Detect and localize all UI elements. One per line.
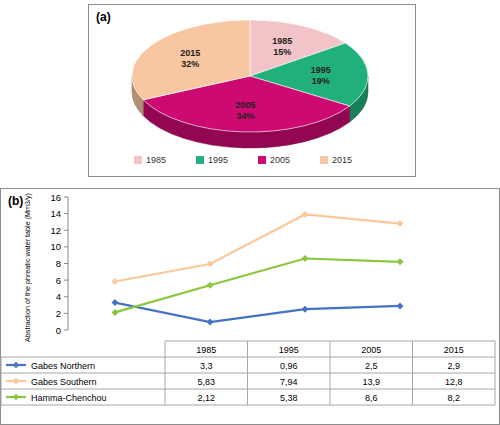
slice-label-category: 2005 [236, 100, 256, 110]
table-value: 2,12 [197, 393, 215, 403]
slice-label-category: 1985 [272, 36, 292, 46]
table-value: 5,83 [197, 377, 215, 387]
y-tick [64, 197, 68, 198]
table-value: 7,94 [280, 377, 298, 387]
panel-frame [1, 189, 500, 425]
slice-label-value: 19% [312, 76, 330, 86]
panel-title: (a) [96, 10, 111, 24]
series-marker [112, 309, 119, 316]
y-tick-label: 4 [56, 291, 61, 302]
y-tick-label: 8 [56, 258, 61, 269]
legend-label: 1995 [208, 155, 228, 165]
legend-label: Hamma-Chenchou [31, 393, 107, 403]
y-axis-label: Abstraction of the phreatic water table … [23, 193, 32, 342]
data-table: 1985 1995 2005 2015 Gabes Northern 3,3 0,96 2,5… [1, 341, 495, 405]
legend-label: 2005 [270, 155, 290, 165]
y-tick-label: 14 [50, 208, 61, 219]
table-border [165, 341, 166, 405]
pie-slice [132, 20, 250, 100]
y-tick [64, 296, 68, 297]
legend-label: Gabes Northern [31, 361, 95, 371]
slice-label-value: 34% [237, 111, 255, 121]
y-tick-label: 0 [56, 325, 61, 336]
legend-label: Gabes Southern [31, 377, 97, 387]
slice-label-category: 2015 [180, 48, 200, 58]
series-marker [112, 299, 119, 306]
y-tick-label: 2 [56, 308, 61, 319]
table-value: 2,9 [447, 361, 460, 371]
table-value: 8,2 [447, 393, 460, 403]
y-tick-label: 10 [50, 241, 61, 252]
y-tick [64, 246, 68, 247]
slice-label-value: 32% [181, 59, 199, 69]
y-tick-label: 16 [50, 192, 61, 203]
table-value: 3,3 [200, 361, 213, 371]
table-border [495, 341, 496, 405]
table-value: 2,5 [365, 361, 378, 371]
y-tick [64, 263, 68, 264]
y-tick [64, 313, 68, 314]
panel-title: (b) [8, 194, 23, 208]
slice-label: 198515% [272, 36, 292, 57]
x-tick-label: 1995 [279, 345, 299, 355]
y-tick [64, 330, 68, 331]
y-tick-label: 6 [56, 275, 61, 286]
series-marker [112, 278, 119, 285]
legend-label: 1985 [146, 155, 166, 165]
pie-slices [132, 20, 368, 132]
series-marker [207, 319, 214, 326]
table-value: 0,96 [280, 361, 298, 371]
series-marker [302, 211, 309, 218]
table-value: 12,8 [445, 377, 463, 387]
slice-label-value: 15% [273, 47, 291, 57]
panel-frame [89, 5, 416, 177]
series-marker [397, 302, 404, 309]
series-line [115, 303, 400, 322]
table-border [1, 357, 2, 405]
y-tick [64, 230, 68, 231]
series-marker [397, 258, 404, 265]
y-tick [64, 213, 68, 214]
slice-label: 199519% [311, 65, 331, 86]
legend-key [13, 394, 19, 400]
series-marker [207, 282, 214, 289]
table-border [412, 341, 413, 405]
series-marker [302, 306, 309, 313]
table-value: 13,9 [362, 377, 380, 387]
slice-label: 200534% [236, 100, 256, 121]
legend-label: 2015 [332, 155, 352, 165]
slice-label: 201532% [180, 48, 200, 69]
series-line [115, 259, 400, 313]
legend-swatch [134, 156, 142, 164]
legend: 1985 1995 2005 2015 [134, 155, 352, 165]
legend-swatch [258, 156, 266, 164]
legend-swatch [196, 156, 204, 164]
series-marker [397, 220, 404, 227]
slice-label-category: 1995 [311, 65, 331, 75]
y-tick [64, 280, 68, 281]
legend-key [13, 378, 19, 384]
legend-key [13, 362, 19, 368]
y-tick-label: 12 [50, 225, 61, 236]
table-value: 5,38 [280, 393, 298, 403]
table-border [247, 341, 248, 405]
series-marker [207, 260, 214, 267]
series-marker [302, 255, 309, 262]
x-tick-label: 1985 [196, 345, 216, 355]
x-tick-label: 2005 [361, 345, 381, 355]
table-value: 8,6 [365, 393, 378, 403]
legend-swatch [320, 156, 328, 164]
table-border [330, 341, 331, 405]
plot-area [112, 211, 404, 326]
figure: (a)198515%199519%200534%201532%198519952… [0, 0, 500, 425]
x-tick-label: 2015 [444, 345, 464, 355]
